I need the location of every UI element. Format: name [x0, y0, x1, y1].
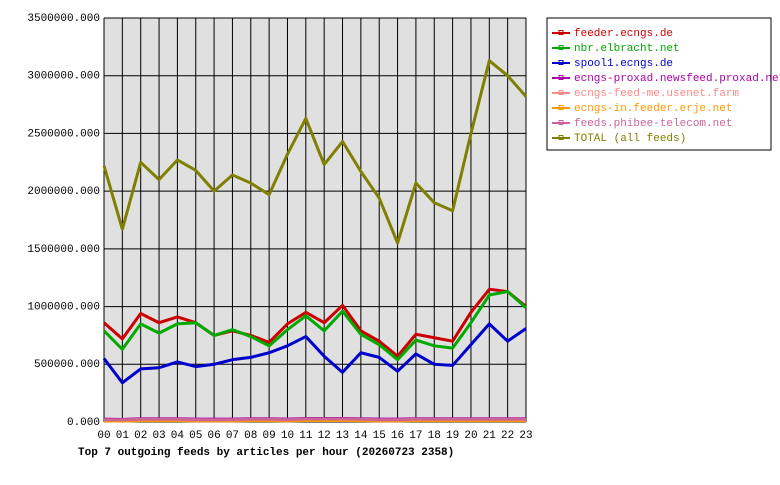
x-tick-label: 15: [373, 430, 386, 442]
series-line: [103, 287, 527, 358]
legend-marker: [558, 90, 564, 95]
x-tick-label: 06: [207, 430, 220, 442]
y-tick-label: 2000000.000: [27, 186, 100, 198]
x-tick-label: 20: [464, 430, 477, 442]
x-tick-label: 01: [116, 430, 130, 442]
series-line: [102, 322, 527, 385]
y-tick-label: 0.000: [67, 417, 100, 429]
x-tick-label: 22: [501, 430, 514, 442]
x-tick-label: 07: [226, 430, 239, 442]
series-line: [102, 290, 527, 362]
x-tick-label: 18: [428, 430, 441, 442]
y-tick-label: 2500000.000: [27, 128, 100, 140]
legend-box: [546, 17, 772, 151]
x-tick-label: 04: [171, 430, 185, 442]
legend-label: ecngs-proxad.newsfeed.proxad.net: [574, 73, 780, 85]
legend-label: TOTAL (all feeds): [574, 133, 686, 145]
y-tick-label: 3000000.000: [27, 71, 100, 83]
legend-marker: [558, 30, 564, 35]
legend-marker: [558, 45, 564, 50]
x-tick-label: 23: [519, 430, 532, 442]
x-tick-label: 12: [318, 430, 331, 442]
legend-marker: [558, 105, 564, 110]
x-tick-label: 02: [134, 430, 147, 442]
y-tick-label: 1500000.000: [27, 244, 100, 256]
x-tick-label: 03: [152, 430, 165, 442]
x-tick-label: 00: [97, 430, 110, 442]
x-tick-label: 19: [446, 430, 459, 442]
x-tick-label: 13: [336, 430, 349, 442]
x-tick-label: 11: [299, 430, 313, 442]
y-tick-label: 500000.000: [34, 359, 100, 371]
y-tick-label: 1000000.000: [27, 301, 100, 313]
x-tick-label: 21: [483, 430, 497, 442]
x-tick-label: 14: [354, 430, 368, 442]
legend-label: feeder.ecngs.de: [574, 28, 673, 40]
legend-label: ecngs-in.feeder.erje.net: [574, 103, 732, 115]
legend-label: nbr.elbracht.net: [574, 43, 680, 55]
x-tick-label: 16: [391, 430, 404, 442]
legend-marker: [558, 135, 564, 140]
plot-area: [104, 18, 526, 422]
series-line: [103, 417, 526, 422]
legend-marker: [558, 60, 564, 65]
legend-marker: [558, 75, 564, 80]
y-tick-label: 3500000.000: [27, 13, 100, 25]
x-tick-label: 17: [409, 430, 422, 442]
chart-title: Top 7 outgoing feeds by articles per hou…: [78, 447, 454, 459]
legend-label: feeds.phibee-telecom.net: [574, 118, 732, 130]
series-line: [102, 59, 528, 245]
legend-label: ecngs-feed-me.usenet.farm: [574, 88, 739, 100]
x-tick-label: 05: [189, 430, 202, 442]
legend-marker: [558, 120, 564, 125]
x-tick-label: 10: [281, 430, 294, 442]
x-tick-label: 08: [244, 430, 257, 442]
x-tick-label: 09: [263, 430, 276, 442]
legend-label: spool1.ecngs.de: [574, 58, 673, 70]
